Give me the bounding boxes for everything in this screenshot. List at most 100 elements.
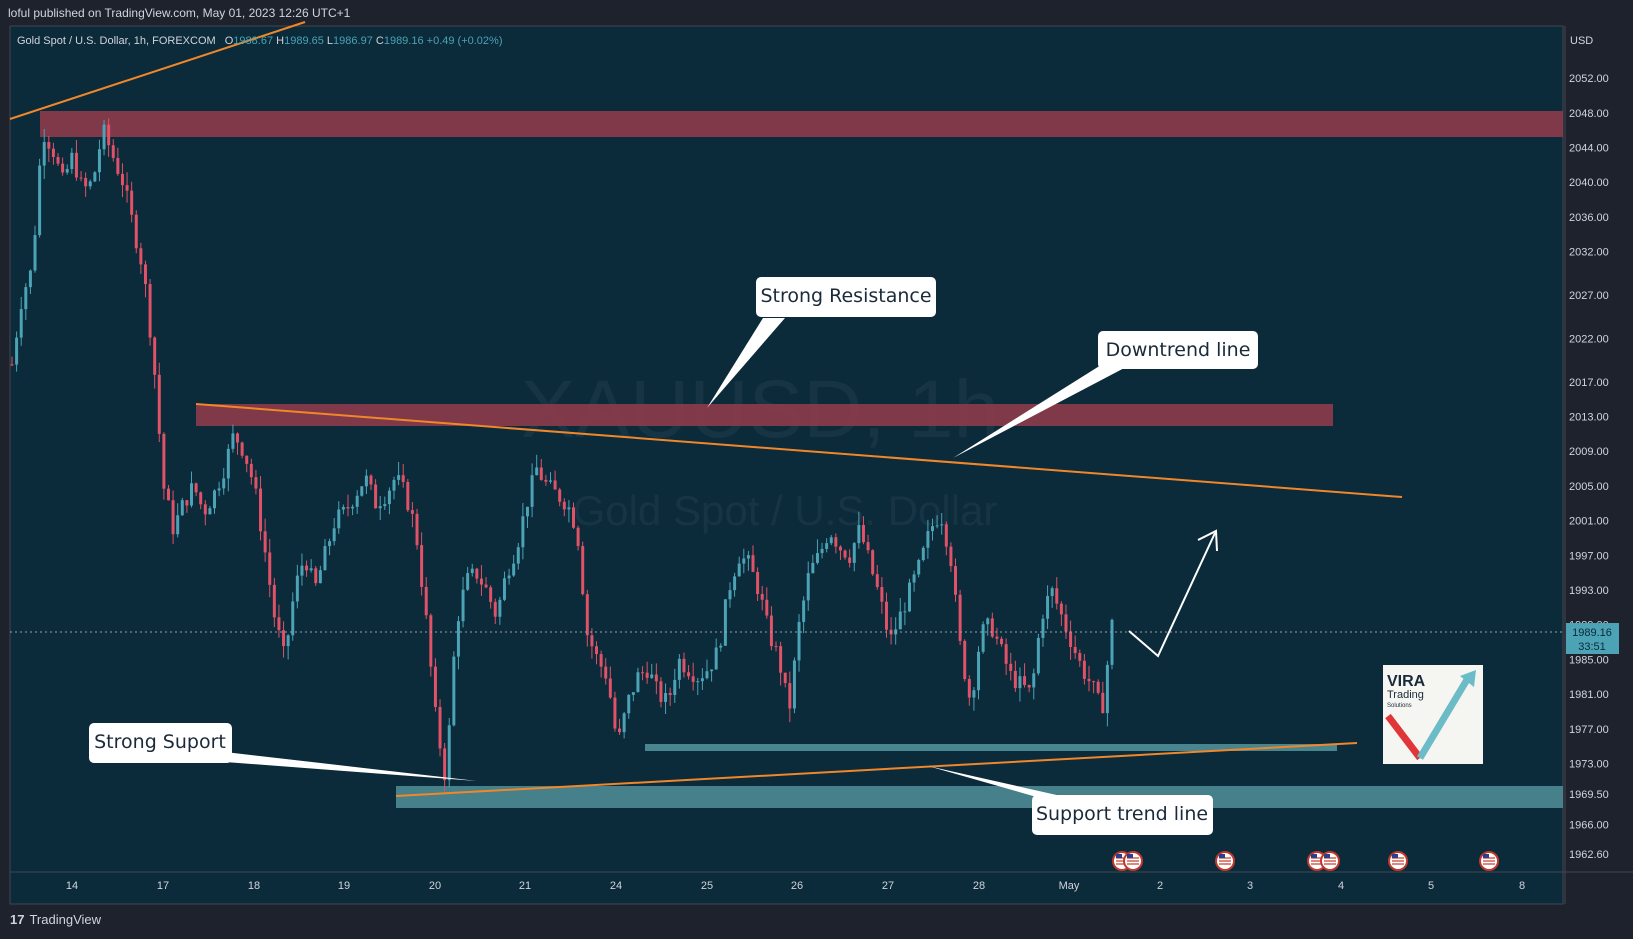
candle-body [88,181,92,187]
candle-body [38,165,42,236]
callout-support-trend-line-label: Support trend line [1036,803,1208,825]
callout-strong-resistance[interactable]: Strong Resistance [707,277,936,408]
price-tick-label: 1997.00 [1569,550,1609,562]
candle-body [622,713,626,733]
candle-body [797,621,801,661]
price-scale-ticks[interactable]: 2052.00 2048.00 2044.00 2040.00 2036.00 2032.… [1569,73,1609,861]
candle-body [231,433,235,449]
economic-event-flags[interactable] [1112,851,1499,871]
legend-change: +0.49 (+0.02%) [426,35,503,47]
candle-body [682,658,686,673]
candle-body [337,509,341,529]
candle-body [567,507,571,510]
candle-body [479,578,483,585]
time-tick-label: 24 [610,880,622,892]
price-tick-label: 1977.00 [1569,724,1609,736]
candle-body [199,492,203,505]
us-flag-event-icon[interactable] [1388,851,1408,871]
candle-body [410,510,414,514]
price-tick-label: 2040.00 [1569,177,1609,189]
projection-arrow[interactable] [1128,532,1216,658]
callout-strong-support[interactable]: Strong Suport [89,723,477,781]
candle-body [811,562,815,574]
legend-l-value: 1986.97 [333,35,373,47]
candle-body [654,674,658,682]
bar-countdown: 33:51 [1578,641,1606,653]
candle-body [406,481,410,511]
candle-body [700,678,704,682]
candle-body [107,124,111,146]
time-tick-label: 2 [1157,880,1163,892]
upper-left-trend-line[interactable] [9,21,306,120]
candle-body [70,152,74,169]
candle-body [447,725,451,781]
candle-body [535,467,539,476]
candle-body [236,433,240,443]
support-trend-line[interactable] [395,742,1358,797]
candle-body [1036,637,1040,674]
candle-body [585,594,589,636]
us-flag-event-icon[interactable] [1215,851,1235,871]
time-scale-ticks[interactable]: 14 17 18 19 20 21 24 25 26 27 28 May 2 3 4 5 8 [66,880,1525,892]
price-scale-currency: USD [1570,35,1593,47]
candle-body [1013,670,1017,689]
candle-body [415,513,419,546]
downtrend-line[interactable] [195,403,1403,498]
candle-body [838,546,842,551]
candle-body [852,543,856,563]
candle-body [525,506,529,517]
publish-line: loful published on TradingView.com, May … [8,6,351,20]
candle-body [429,615,433,667]
footer-brand[interactable]: TradingView [29,912,102,927]
candle-body [1009,663,1013,671]
candle-body [806,573,810,601]
candle-body [254,477,258,489]
candle-body [1027,684,1031,688]
candle-body [249,463,253,478]
resistance-zone-top[interactable] [40,111,1563,137]
candle-body [723,599,727,646]
price-tick-label: 2027.00 [1569,290,1609,302]
candle-body [604,666,608,679]
candle-body [452,656,456,726]
candle-body [213,490,217,509]
candle-body [134,214,138,249]
callout-downtrend-line[interactable]: Downtrend line [953,331,1258,458]
candle-body [940,524,944,526]
price-tick-label: 1962.60 [1569,849,1609,861]
candle-body [208,508,212,515]
candle-body [1105,664,1109,714]
callout-support-trend-line[interactable]: Support trend line [928,766,1213,835]
time-tick-label: 21 [519,880,531,892]
candle-body [516,547,520,564]
price-tick-label: 1981.00 [1569,689,1609,701]
candle-body [958,594,962,641]
candle-body [829,537,833,544]
candle-body [820,548,824,554]
candle-body [162,433,166,489]
resistance-zone-mid[interactable] [196,404,1333,426]
callout-strong-resistance-label: Strong Resistance [760,285,931,307]
candle-body [222,478,226,489]
candle-body [28,270,32,288]
us-flag-event-icon[interactable] [1479,851,1499,871]
candle-body [47,142,51,149]
candle-body [148,284,152,338]
candle-body [19,309,23,338]
candle-body [733,576,737,591]
price-tick-label: 2005.00 [1569,481,1609,493]
callout-downtrend-line-label: Downtrend line [1106,339,1251,361]
candle-body [792,660,796,709]
candle-body [677,658,681,680]
candle-body [268,552,272,585]
candle-body [79,177,83,179]
candle-body [438,706,442,749]
candle-body [194,483,198,493]
us-flag-event-icon[interactable] [1123,851,1143,871]
candle-body [217,488,221,491]
support-zone-bottom[interactable] [396,786,1563,808]
us-flag-event-icon[interactable] [1320,851,1340,871]
candle-body [967,679,971,698]
support-zone-mid[interactable] [645,744,1337,751]
